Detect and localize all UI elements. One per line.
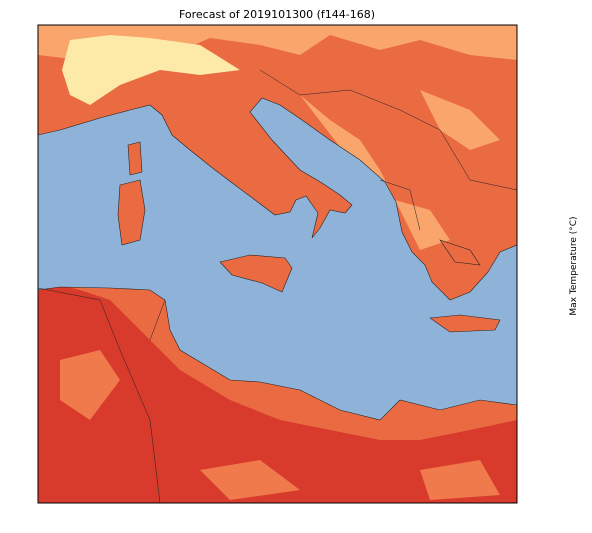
title: Forecast of 2019101300 (f144-168) [179,8,375,21]
cool-land [300,90,500,250]
colorbar-label: Max Temperature (°C) [569,216,579,315]
frame [37,24,518,504]
islands [429,239,501,333]
alps [62,35,240,105]
hot-land [38,280,517,503]
border [38,69,517,503]
sicily [219,254,293,293]
map-area [38,25,517,503]
islands [117,141,146,246]
land-patch [60,350,500,500]
